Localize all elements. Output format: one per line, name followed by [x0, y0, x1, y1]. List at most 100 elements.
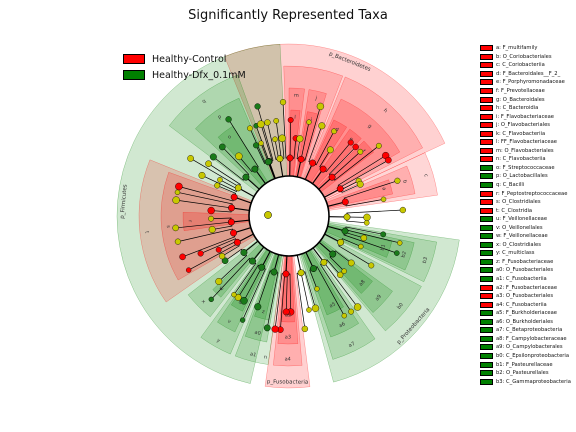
taxa-legend-label: b1: F_Pasteurellaceae: [496, 361, 553, 368]
taxa-legend-swatch: [480, 301, 493, 308]
taxa-legend-item: j: O_Flavobacteriales: [480, 121, 576, 130]
taxon-node: [380, 231, 387, 238]
taxa-legend-label: x: O_Clostridiales: [496, 241, 541, 248]
class-sector-label: c: [422, 173, 429, 178]
class-sector-label: y: [216, 338, 222, 345]
taxon-node: [279, 99, 287, 106]
taxon-node: [343, 213, 351, 221]
taxa-legend-item: x: O_Clostridiales: [480, 241, 576, 250]
taxa-legend-swatch: [480, 62, 493, 69]
taxon-node: [320, 258, 328, 266]
taxa-legend-item: e: F_Porphyromonadaceae: [480, 78, 576, 87]
taxon-node: [218, 143, 226, 151]
taxon-node: [337, 271, 344, 279]
taxon-node: [319, 165, 327, 173]
taxa-legend-swatch: [480, 293, 493, 300]
taxon-node: [273, 118, 280, 124]
taxa-legend-item: y: C_multiclass: [480, 249, 576, 258]
taxa-legend-swatch: [480, 173, 493, 180]
taxa-legend-item: b1: F_Pasteurellaceae: [480, 360, 576, 369]
taxon-node: [337, 238, 345, 246]
order-sector-label: a9: [374, 294, 383, 303]
taxon-node: [331, 128, 337, 135]
taxa-legend-label: p: O_Lactobacillales: [496, 173, 548, 180]
taxa-legend-item: a9: O_Campylobacterales: [480, 343, 576, 352]
taxon-node: [208, 215, 214, 222]
order-sector-label: x: [200, 299, 206, 305]
taxa-legend-swatch: [480, 130, 493, 137]
branch: [323, 262, 358, 308]
order-sector-label: s: [165, 225, 171, 229]
taxa-legend-swatch: [480, 370, 493, 377]
taxa-legend-item: b3: C_Gammaproteobacteria: [480, 377, 576, 386]
branch: [289, 120, 292, 159]
taxa-legend-swatch: [480, 224, 493, 231]
taxon-node: [258, 140, 264, 146]
taxa-legend-label: d: F_Bacteroidales__F_2_: [496, 70, 561, 77]
taxa-legend-swatch: [480, 352, 493, 359]
phylum-sector-label: p_Fusobacteria: [267, 379, 308, 385]
branch: [300, 122, 310, 160]
taxon-node: [326, 146, 334, 154]
taxa-legend-swatch: [480, 335, 493, 342]
family-sector-label: a: [380, 187, 387, 192]
class-sector-label: a4: [285, 356, 291, 362]
order-sector-label: b: [401, 179, 408, 184]
taxon-node: [276, 155, 284, 163]
taxa-legend-item: b2: O_Pasteurellales: [480, 369, 576, 378]
taxa-legend-item: a0: O_Fusobacteriales: [480, 266, 576, 275]
taxon-node: [316, 102, 325, 111]
taxon-node: [272, 136, 278, 143]
class-sector-label: b3: [422, 256, 430, 264]
taxon-node: [282, 270, 290, 278]
taxon-node: [368, 262, 375, 269]
order-sector-label: j: [314, 95, 318, 101]
taxa-legend-item: a6: O_Burkholderiales: [480, 318, 576, 327]
taxon-node: [310, 265, 317, 273]
taxon-node: [215, 246, 222, 253]
taxon-node: [240, 296, 248, 305]
taxa-legend-swatch: [480, 53, 493, 60]
branch: [243, 267, 263, 301]
order-sector-label: a6: [338, 321, 346, 329]
taxa-legend-label: w: F_Veillonellaceae: [496, 233, 548, 240]
taxa-legend-swatch: [480, 156, 493, 163]
taxa-legend-label: a7: C_Betaproteobacteria: [496, 327, 563, 334]
legend-entry-control: Healthy-Control: [123, 51, 283, 67]
taxa-legend-item: m: O_Flavobacteriales: [480, 147, 576, 156]
taxa-legend-label: u: F_Veillonellaceae: [496, 216, 548, 223]
legend-entry-dfx: Healthy-Dfx_0.1mM: [123, 67, 283, 83]
taxon-node: [205, 160, 212, 167]
taxon-node: [358, 243, 364, 250]
taxa-legend-label: m: O_Flavobacteriales: [496, 147, 554, 154]
taxon-node: [228, 204, 236, 212]
taxon-node: [278, 134, 286, 143]
taxon-node: [215, 277, 223, 285]
legend-label-control: Healthy-Control: [152, 53, 227, 65]
taxon-node: [179, 253, 186, 261]
order-sector-label: p: [217, 114, 223, 121]
taxa-legend-label: a: F_multifamily: [496, 45, 538, 52]
order-sector-label: m: [294, 93, 299, 99]
taxon-node: [347, 259, 355, 267]
branch: [176, 199, 232, 209]
taxa-legend-item: o: F_Streptococcaceae: [480, 164, 576, 173]
taxon-node: [207, 206, 215, 215]
taxon-node: [219, 253, 226, 260]
legend-swatch-control: [123, 54, 145, 64]
taxa-legend-item: c: C_Coriobacteriia: [480, 61, 576, 70]
taxa-legend-label: h: C_Bacteroidia: [496, 105, 539, 112]
class-sector-label: h: [382, 108, 388, 115]
taxa-legend-label: a1: C_Fusobacteriia: [496, 276, 547, 283]
taxa-legend-item: f: F_Prevotellaceae: [480, 87, 576, 96]
family-sector-label: d: [334, 126, 340, 133]
order-sector-label: v: [226, 318, 232, 325]
taxa-legend-swatch: [480, 276, 493, 283]
taxa-legend-item: r: F_Peptostreptococcaceae: [480, 189, 576, 198]
taxa-legend-swatch: [480, 45, 493, 52]
taxon-node: [172, 224, 179, 232]
taxon-node: [394, 250, 400, 256]
taxa-legend-item: a4: C_Fusobacteriia: [480, 300, 576, 309]
taxa-legend-item: i: F_Flavobacteriaceae: [480, 112, 576, 121]
taxa-legend-item: s: O_Clostridiales: [480, 198, 576, 207]
